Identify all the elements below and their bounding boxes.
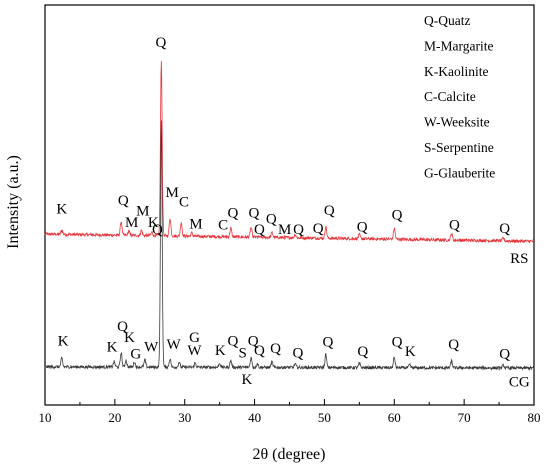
x-tick-label: 20 <box>108 410 121 425</box>
peak-label: K <box>56 202 67 218</box>
peak-label: Q <box>448 337 459 353</box>
peak-label: Q <box>357 220 368 236</box>
series-line-cg <box>44 120 535 371</box>
peak-label: G <box>189 330 200 346</box>
peak-label: Q <box>357 344 368 360</box>
legend-entry: W-Weeksite <box>424 115 490 130</box>
peak-label: K <box>124 330 135 346</box>
peak-label: W <box>166 337 181 353</box>
x-tick-label: 60 <box>388 410 401 425</box>
legend-entry: C-Calcite <box>424 89 476 104</box>
x-tick-label: 70 <box>458 410 471 425</box>
peak-label: K <box>241 372 252 388</box>
legend-entry: S-Serpentine <box>424 140 494 155</box>
legend: Q-Quatz M-Margarite K-Kaolinite C-Calcite W-… <box>424 13 495 180</box>
x-tick-label: 40 <box>248 410 261 425</box>
peak-label: K <box>148 215 159 231</box>
peak-label: Q <box>254 222 265 238</box>
peak-label: Q <box>227 334 238 350</box>
peak-label: K <box>215 343 226 359</box>
peak-label: Q <box>499 221 510 237</box>
legend-entry: G-Glauberite <box>424 165 495 180</box>
legend-entry: M-Margarite <box>424 38 493 53</box>
legend-entry: Q-Quatz <box>424 13 470 28</box>
peak-label: Q <box>293 222 304 238</box>
peak-label: Q <box>313 221 324 237</box>
peak-label: Q <box>227 205 238 221</box>
peak-label: M <box>278 222 291 238</box>
peak-label: Q <box>254 343 265 359</box>
x-axis-title: 2θ (degree) <box>253 446 326 463</box>
peak-label: C <box>218 217 228 233</box>
series-name-label: RS <box>510 251 528 267</box>
peak-label: Q <box>156 35 167 51</box>
peak-label: Q <box>322 335 333 351</box>
peak-label: Q <box>292 346 303 362</box>
peak-label: M <box>189 216 202 232</box>
series-name-label: CG <box>509 374 530 390</box>
peak-label: Q <box>324 203 335 219</box>
peak-label: Q <box>118 193 129 209</box>
peak-label: G <box>130 347 141 363</box>
peak-label: Q <box>152 222 163 238</box>
peak-label: Q <box>266 211 277 227</box>
peak-label: Q <box>392 335 403 351</box>
peak-label: Q <box>270 341 281 357</box>
y-axis-title: Intensity (a.u.) <box>5 155 22 249</box>
axis-layer: 10 20 30 40 50 60 70 80 <box>39 399 541 425</box>
peak-label: Q <box>248 334 259 350</box>
peak-label: Q <box>248 205 259 221</box>
x-tick-label: 30 <box>178 410 191 425</box>
peak-label: M <box>165 185 178 201</box>
peak-label: K <box>107 339 118 355</box>
peak-label: Q <box>499 347 510 363</box>
peak-label: K <box>58 334 69 350</box>
legend-entry: K-Kaolinite <box>424 64 488 79</box>
peak-label: C <box>179 195 189 211</box>
x-tick-label: 50 <box>318 410 331 425</box>
x-tick-label: 80 <box>528 410 541 425</box>
peak-label: W <box>187 343 202 359</box>
series-line-rs <box>44 60 535 244</box>
series-layer <box>44 60 535 371</box>
peak-label: K <box>405 344 416 360</box>
peak-label: S <box>239 346 247 362</box>
peak-label: Q <box>392 208 403 224</box>
x-tick-label: 10 <box>39 410 52 425</box>
peak-label: M <box>136 204 149 220</box>
peak-label: W <box>144 339 159 355</box>
peak-label: Q <box>117 319 128 335</box>
peak-label: M <box>125 215 138 231</box>
peak-label: Q <box>449 217 460 233</box>
